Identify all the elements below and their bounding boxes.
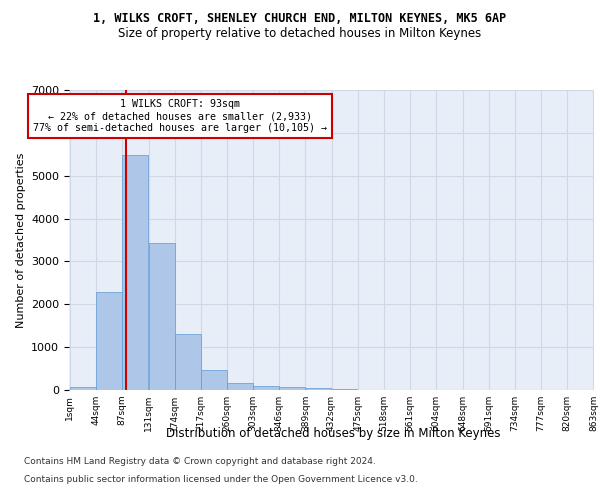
Bar: [149, 242, 175, 390]
Y-axis label: Number of detached properties: Number of detached properties: [16, 152, 26, 328]
Text: 1 WILKS CROFT: 93sqm
← 22% of detached houses are smaller (2,933)
77% of semi-de: 1 WILKS CROFT: 93sqm ← 22% of detached h…: [32, 100, 326, 132]
Bar: [227, 383, 253, 390]
Bar: [70, 386, 95, 390]
Bar: [96, 292, 122, 390]
Text: Contains public sector information licensed under the Open Government Licence v3: Contains public sector information licen…: [24, 475, 418, 484]
Text: Distribution of detached houses by size in Milton Keynes: Distribution of detached houses by size …: [166, 428, 500, 440]
Bar: [122, 155, 148, 390]
Bar: [253, 386, 279, 390]
Text: 1, WILKS CROFT, SHENLEY CHURCH END, MILTON KEYNES, MK5 6AP: 1, WILKS CROFT, SHENLEY CHURCH END, MILT…: [94, 12, 506, 26]
Bar: [175, 334, 201, 390]
Bar: [305, 388, 331, 390]
Text: Size of property relative to detached houses in Milton Keynes: Size of property relative to detached ho…: [118, 28, 482, 40]
Bar: [280, 387, 305, 390]
Bar: [332, 388, 358, 390]
Bar: [201, 370, 227, 390]
Text: Contains HM Land Registry data © Crown copyright and database right 2024.: Contains HM Land Registry data © Crown c…: [24, 458, 376, 466]
